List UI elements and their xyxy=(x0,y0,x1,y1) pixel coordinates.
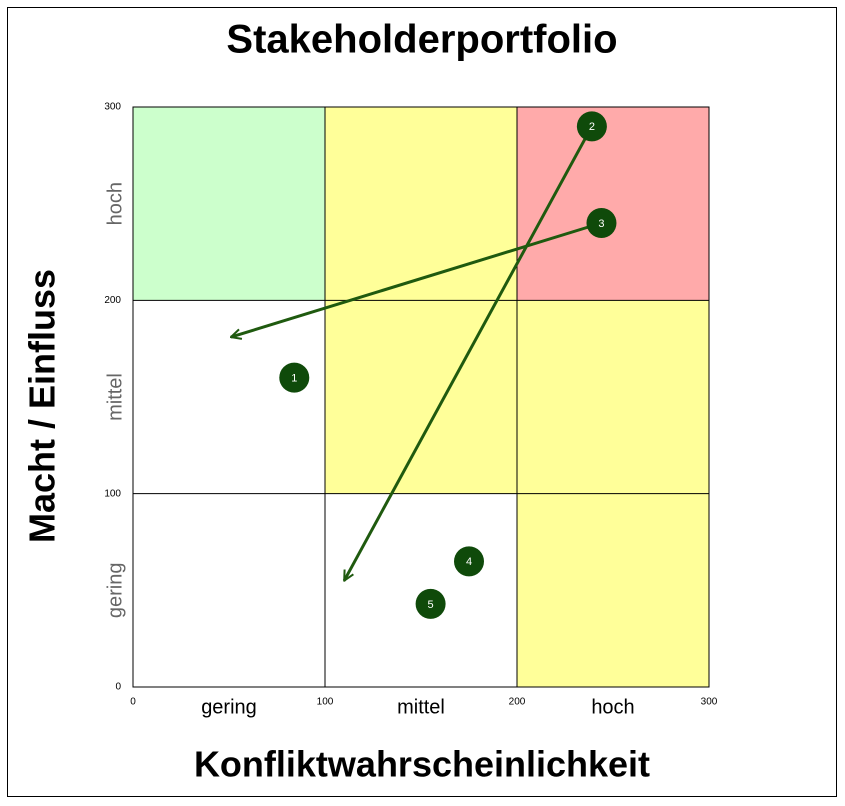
point-label: 5 xyxy=(428,599,434,611)
zone xyxy=(517,493,709,687)
zone xyxy=(325,300,517,494)
y-tick-label: 300 xyxy=(104,102,121,113)
y-axis-label: Macht / Einfluss xyxy=(22,269,63,543)
zone xyxy=(517,300,709,494)
point-label: 3 xyxy=(598,218,604,230)
y-category-label: mittel xyxy=(104,373,126,421)
zone xyxy=(517,107,709,301)
chart-title: Stakeholderportfolio xyxy=(226,18,617,62)
stakeholder-point xyxy=(576,111,607,142)
zone xyxy=(133,300,325,494)
y-tick-label: 100 xyxy=(104,488,121,499)
x-tick-label: 0 xyxy=(130,697,136,708)
y-category-label: hoch xyxy=(104,182,126,225)
stakeholder-point xyxy=(454,546,484,577)
zone xyxy=(325,107,517,301)
point-label: 1 xyxy=(291,373,297,385)
x-tick-label: 300 xyxy=(701,697,718,708)
x-tick-label: 100 xyxy=(317,697,334,708)
point-label: 4 xyxy=(466,556,472,568)
y-tick-label: 200 xyxy=(104,295,121,306)
arrow xyxy=(342,125,594,580)
zone xyxy=(133,493,325,687)
stakeholder-point xyxy=(279,362,310,393)
x-axis-label: Konfliktwahrscheinlichkeit xyxy=(194,744,650,785)
x-tick-label: 200 xyxy=(509,697,526,708)
y-tick-label: 0 xyxy=(115,682,121,693)
zone xyxy=(325,493,517,687)
stakeholder-point xyxy=(586,208,617,238)
y-category-label: gering xyxy=(104,563,126,619)
point-label: 2 xyxy=(589,121,595,133)
arrow xyxy=(231,221,602,337)
x-category-label: mittel xyxy=(397,696,445,718)
x-category-label: hoch xyxy=(591,696,634,718)
zone xyxy=(133,107,325,301)
frame xyxy=(7,7,837,797)
x-category-label: gering xyxy=(201,696,257,718)
stakeholder-point xyxy=(415,588,446,619)
